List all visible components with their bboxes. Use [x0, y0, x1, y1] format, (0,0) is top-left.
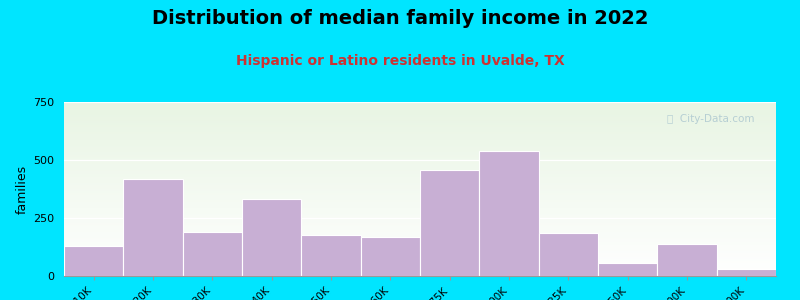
Bar — [361, 237, 420, 276]
Bar — [64, 246, 123, 276]
Bar — [598, 263, 658, 276]
Bar — [658, 244, 717, 276]
Bar — [242, 200, 302, 276]
Bar — [302, 236, 361, 276]
Bar — [538, 233, 598, 276]
Text: Distribution of median family income in 2022: Distribution of median family income in … — [152, 9, 648, 28]
Bar — [717, 269, 776, 276]
Text: ⓘ  City-Data.com: ⓘ City-Data.com — [667, 114, 754, 124]
Bar — [123, 178, 182, 276]
Text: Hispanic or Latino residents in Uvalde, TX: Hispanic or Latino residents in Uvalde, … — [236, 54, 564, 68]
Bar — [420, 170, 479, 276]
Bar — [479, 151, 538, 276]
Bar — [182, 232, 242, 276]
Y-axis label: families: families — [16, 164, 29, 214]
